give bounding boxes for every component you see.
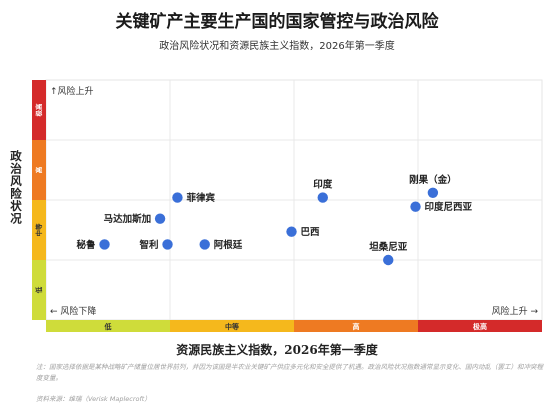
data-point-8 (410, 201, 421, 212)
x-band-3 (418, 320, 542, 332)
data-point-3 (162, 239, 173, 250)
chart-note: 注：国家选择依据是某种战略矿产储量位居世界前列，并因为该国是半农业关键矿产供应多… (36, 363, 543, 382)
y-band-label-3: 极高 (34, 103, 43, 117)
data-point-9 (383, 254, 394, 266)
x-band-2 (294, 320, 418, 332)
x-band-0 (46, 320, 170, 332)
data-point-label-8: 印度尼西亚 (425, 201, 473, 213)
x-axis-label: 资源民族主义指数，2026年第一季度 (176, 343, 378, 357)
y-band-label-2: 高 (34, 166, 43, 173)
y-band-1 (32, 200, 46, 260)
y-band-2 (32, 140, 46, 200)
data-point-label-5: 巴西 (301, 227, 321, 238)
data-point-7 (427, 187, 439, 198)
data-point-1 (154, 213, 166, 224)
chart-subtitle: 政治风险状况和资源民族主义指数，2026年第一季度 (159, 41, 395, 52)
x-band-1 (170, 320, 294, 332)
data-point-label-4: 阿根廷 (214, 239, 243, 251)
risk-down-annotation: ← 风险下降 (50, 305, 96, 317)
data-point-label-6: 印度 (313, 179, 333, 191)
y-band-3 (32, 80, 46, 140)
data-point-label-1: 马达加斯加 (104, 213, 152, 225)
y-band-label-1: 中等 (34, 223, 43, 237)
x-band-label-2: 高 (353, 322, 360, 331)
data-point-label-7: 刚果（金） (409, 174, 457, 186)
y-band-label-0: 低 (34, 286, 43, 294)
data-point-6 (317, 192, 328, 203)
chart-title: 关键矿产主要生产国的国家管控与政治风险 (115, 12, 439, 32)
y-band-0 (32, 260, 46, 320)
data-point-5 (286, 226, 297, 237)
x-band-label-1: 中等 (225, 322, 239, 331)
risk-up-annotation: ↑风险上升 (50, 85, 94, 97)
chart-source: 资料来源：维瑞（Verisk Maplecroft） (36, 395, 151, 403)
data-point-4 (199, 239, 210, 250)
data-point-2 (99, 239, 110, 250)
data-point-label-9: 坦桑尼亚 (369, 241, 408, 253)
x-band-label-3: 极高 (473, 322, 487, 331)
data-point-label-2: 秘鲁 (77, 239, 96, 251)
risk-up-right-annotation: 风险上升 → (492, 305, 539, 317)
data-point-label-3: 智利 (140, 239, 159, 251)
y-axis-label: 政治风险状况 (9, 150, 23, 225)
data-point-0 (172, 192, 183, 203)
data-point-label-0: 菲律宾 (186, 192, 215, 204)
x-band-label-0: 低 (104, 322, 112, 331)
